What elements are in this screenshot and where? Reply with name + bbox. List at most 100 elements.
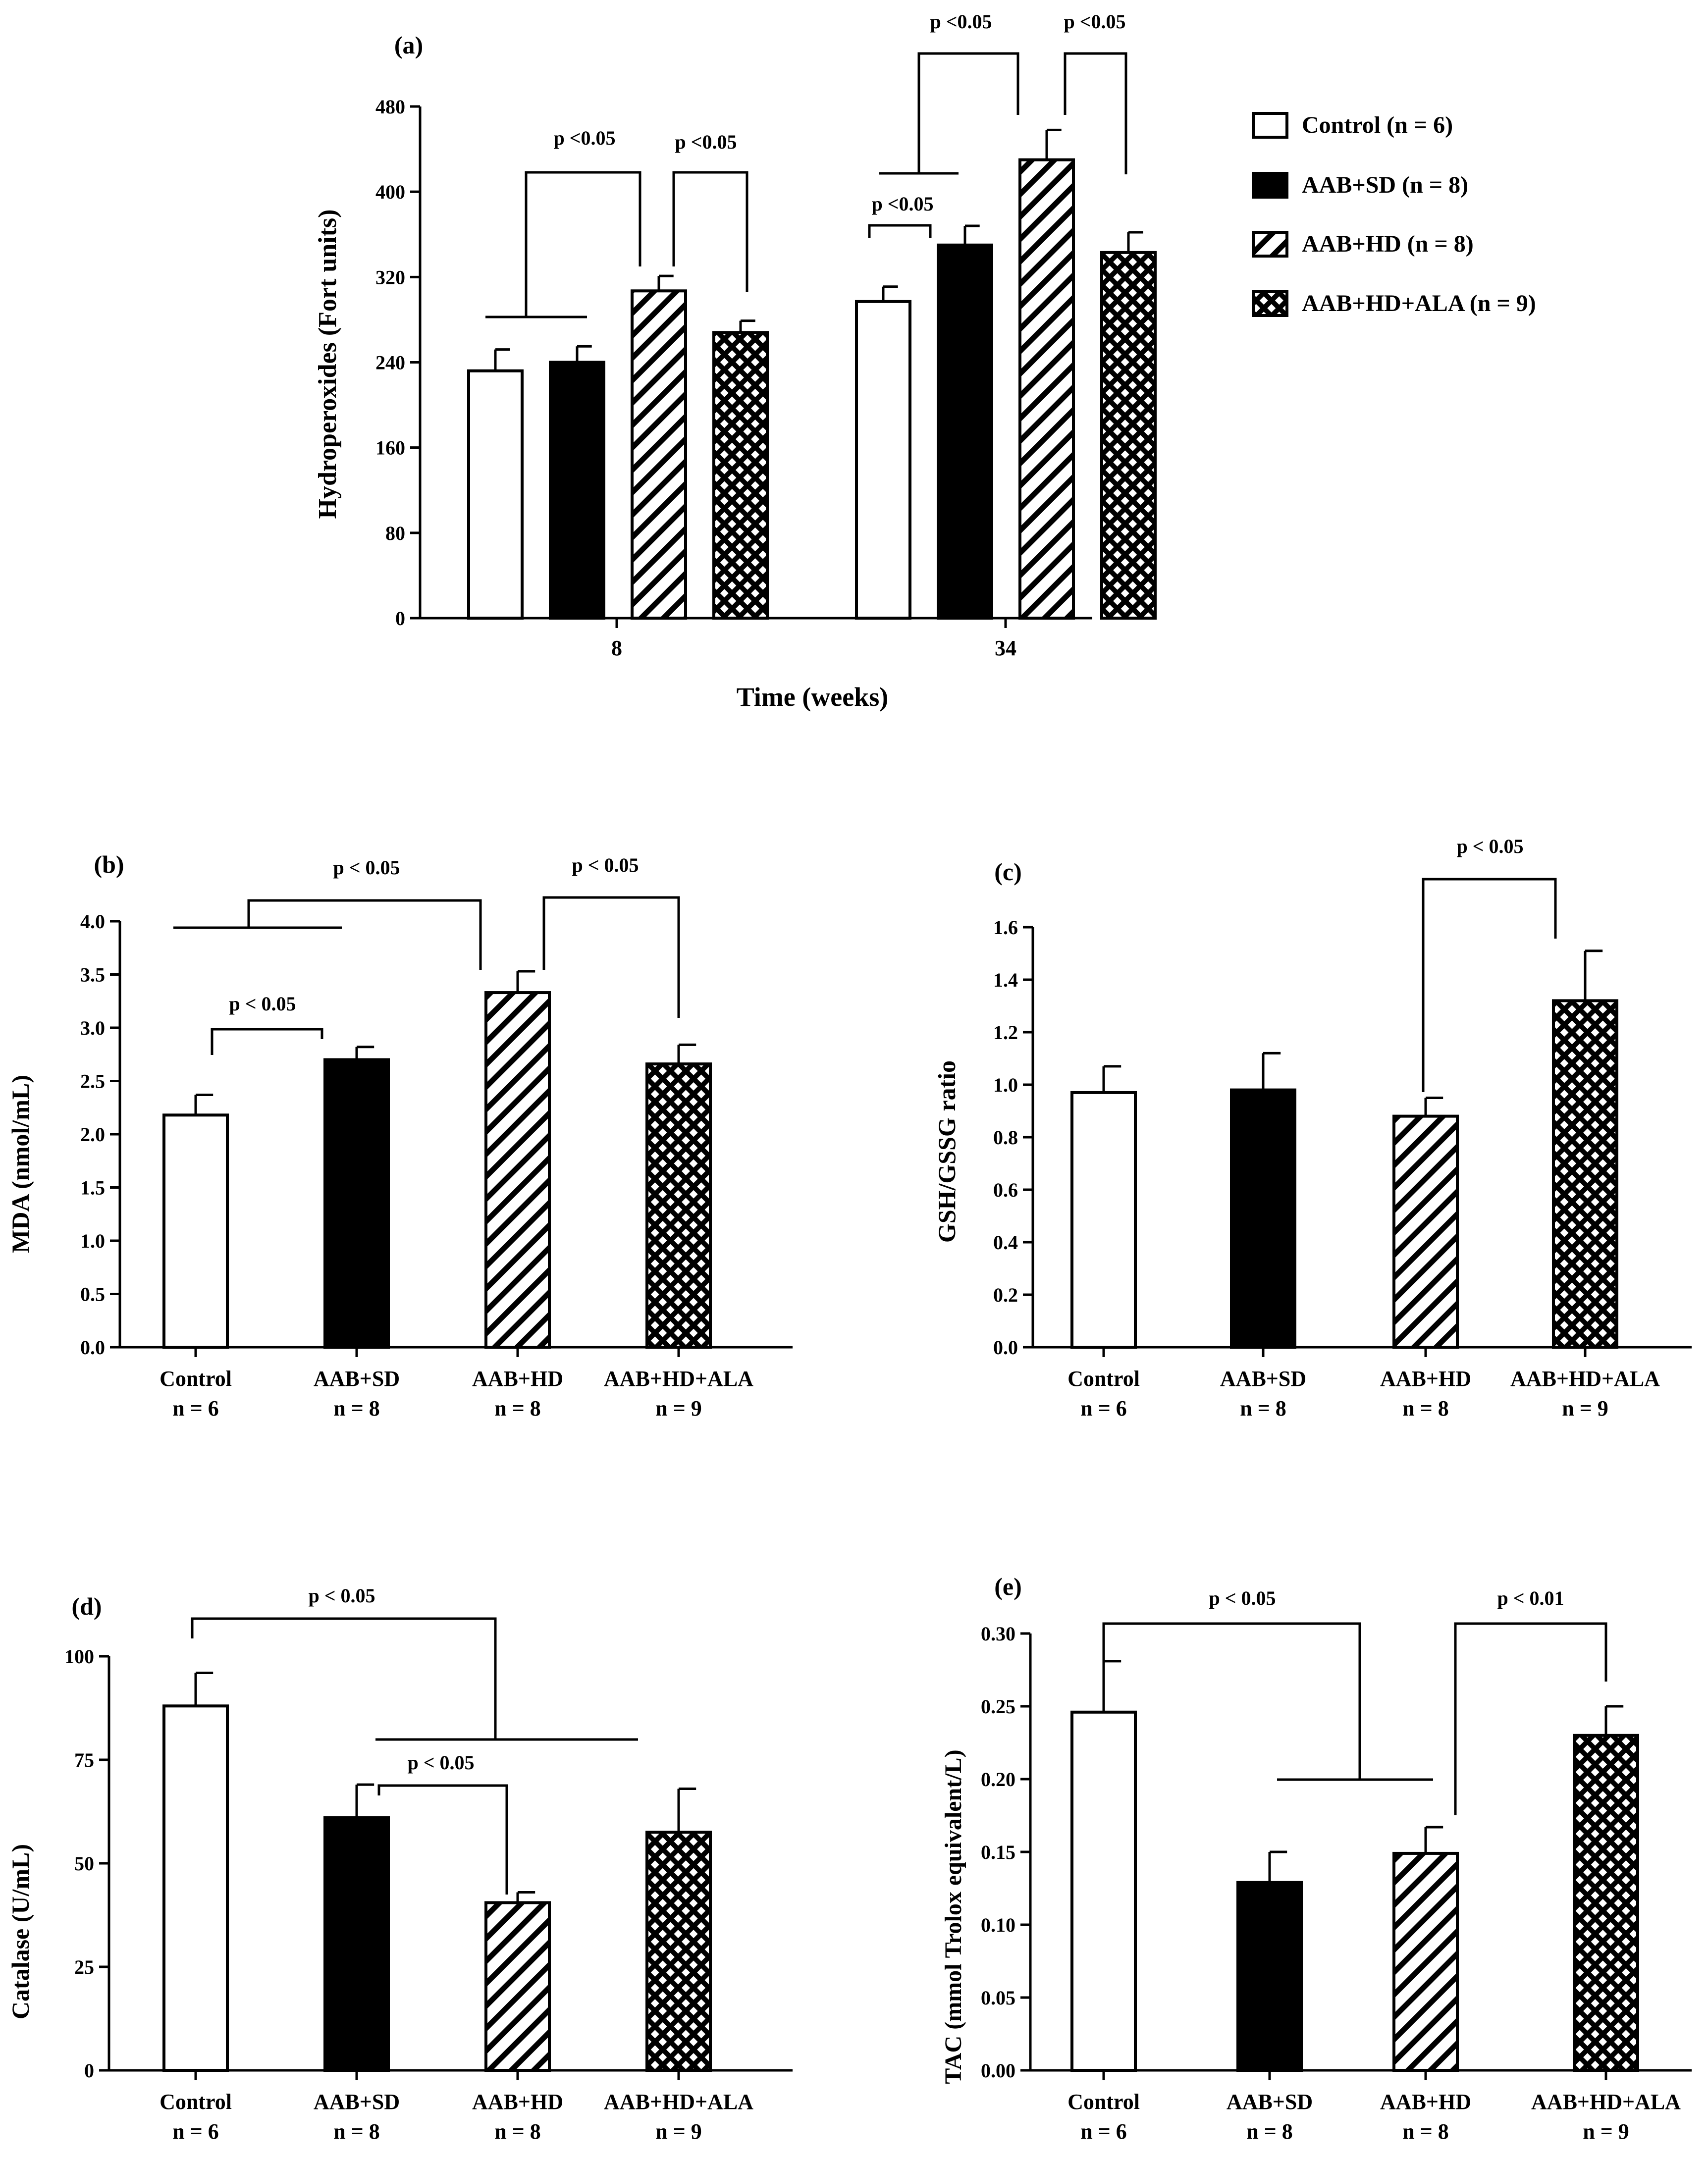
legend-swatch-aab-hd: [1252, 231, 1288, 258]
panel-a-annotation: p <0.05: [930, 10, 992, 33]
legend-swatch-control: [1252, 112, 1288, 139]
panel-c-bar: [1552, 999, 1618, 1349]
panel-e-y-tick-label: 0.25: [981, 1695, 1015, 1718]
panel-c-bar: [1070, 1091, 1137, 1349]
legend-swatch-aab-hd-ala: [1252, 290, 1288, 317]
panel-d-x-tick-label: AAB+HD+ALA: [604, 2090, 753, 2114]
panel-e-x-tick-label: AAB+HD+ALA: [1531, 2090, 1681, 2114]
panel-e-bar: [1392, 1851, 1459, 2072]
panel-c-bar: [1230, 1088, 1296, 1349]
panel-e-y-tick-label: 0.10: [981, 1914, 1015, 1936]
panel-d-x-tick-n: n = 6: [172, 2119, 219, 2144]
panel-c-y-tick-label: 1.4: [993, 969, 1018, 991]
panel-e-x-tick-n: n = 9: [1583, 2119, 1629, 2144]
panel-b-bracket: [211, 1028, 323, 1055]
panel-d-y-tick-label: 100: [64, 1645, 94, 1668]
chart-marks: 0 80 160 240 320 400 480 8 34 p <0.05 p <0.05 p <0.…: [64, 10, 1692, 2144]
panel-d-bar: [645, 1831, 712, 2072]
panel-b-y-tick-label: 3.0: [80, 1017, 105, 1039]
legend-label-aab-sd: AAB+SD (n = 8): [1302, 172, 1468, 198]
panel-b-ylabel: MDA (nmol/mL): [6, 1075, 34, 1253]
panel-a-annotation: p <0.05: [871, 193, 933, 215]
panel-e-y-tick-label: 0.30: [981, 1623, 1015, 1645]
panel-c-x-tick-n: n = 8: [1240, 1396, 1286, 1421]
panel-a-bracket: [868, 224, 932, 238]
panel-b-bar: [645, 1062, 712, 1349]
legend: Control (n = 6) AAB+SD (n = 8) AAB+HD (n…: [1252, 112, 1536, 317]
legend-swatch-aab-sd: [1252, 172, 1288, 199]
panel-a-bar: [467, 369, 524, 620]
panel-b-bracket: [542, 896, 680, 1018]
panel-c-label: (c): [994, 858, 1022, 886]
panel-b-x-tick-label: AAB+HD+ALA: [604, 1367, 753, 1391]
panel-d-x-tick-label: AAB+HD: [472, 2090, 563, 2114]
panel-c-y-tick-label: 1.6: [993, 916, 1018, 939]
panel-e-bracket: [1102, 1622, 1361, 1780]
panel-d-y-tick-label: 75: [74, 1749, 94, 1771]
panel-a-ylabel: Hydroperoxides (Fort units): [314, 210, 342, 519]
panel-a-bar: [937, 243, 993, 620]
panel-a-bar: [1018, 158, 1075, 620]
panel-a-bracket: [1064, 52, 1127, 174]
panel-b-y-tick-label: 0.5: [80, 1283, 105, 1306]
panel-d-x-tick-n: n = 9: [655, 2119, 702, 2144]
panel-e-bracket: [1454, 1622, 1607, 1815]
panel-c-x-tick-n: n = 8: [1402, 1396, 1449, 1421]
panel-c-x-tick-label: AAB+HD+ALA: [1510, 1367, 1660, 1391]
panel-b-y-tick-label: 0.0: [80, 1336, 105, 1359]
panel-a-y-tick-label: 0: [395, 607, 405, 630]
panel-a-y-tick-label: 240: [375, 352, 405, 374]
panel-e-x-tick-n: n = 8: [1402, 2119, 1449, 2144]
panel-e-y-tick-label: 0.20: [981, 1768, 1015, 1791]
panel-c-x-tick-label: AAB+HD: [1380, 1367, 1471, 1391]
panel-e-bar: [1070, 1710, 1137, 2072]
legend-label-aab-hd-ala: AAB+HD+ALA (n = 9): [1302, 290, 1536, 316]
panel-e-x-tick-n: n = 8: [1246, 2119, 1293, 2144]
panel-d-annotation: p < 0.05: [407, 1751, 474, 1774]
panel-e-y-tick-label: 0.00: [981, 2059, 1015, 2082]
panel-b-x-tick-n: n = 8: [494, 1396, 541, 1421]
panel-c-x-tick-n: n = 6: [1080, 1396, 1127, 1421]
panel-c-y-tick-label: 0.8: [993, 1126, 1018, 1149]
panel-c-x-tick-n: n = 9: [1562, 1396, 1608, 1421]
panel-a-x-tick-label: 8: [611, 636, 622, 660]
panel-a-y-tick-label: 320: [375, 266, 405, 288]
panel-a-y-tick-label: 480: [375, 96, 405, 118]
panel-d-bracket: [377, 1784, 508, 1895]
panel-b-y-tick-label: 3.5: [80, 964, 105, 986]
panel-b-bar: [162, 1113, 229, 1349]
panel-a-y-tick-label: 160: [375, 437, 405, 459]
panel-d-x-tick-n: n = 8: [494, 2119, 541, 2144]
panel-c-bar: [1392, 1114, 1459, 1349]
panel-c-bracket: [1422, 878, 1557, 1092]
panel-a-bar: [549, 361, 605, 620]
panel-b-bar: [484, 991, 551, 1349]
panel-a-bar: [1100, 251, 1157, 620]
panel-a-bracket: [525, 171, 641, 317]
panel-c-y-tick-label: 0.0: [993, 1336, 1018, 1359]
panel-d-ylabel: Catalase (U/mL): [6, 1844, 34, 2019]
panel-b-x-tick-label: AAB+HD: [472, 1367, 563, 1391]
panel-c-x-tick-label: Control: [1068, 1367, 1140, 1391]
panel-d-bracket: [191, 1617, 497, 1739]
panel-d-bar: [484, 1901, 551, 2072]
panel-a-bar: [712, 331, 769, 620]
panel-c-y-tick-label: 1.2: [993, 1021, 1018, 1044]
panel-d-y-tick-label: 25: [74, 1956, 94, 1978]
panel-b-y-tick-label: 1.0: [80, 1230, 105, 1252]
panel-b-x-tick-label: Control: [160, 1367, 232, 1391]
panel-e-bar: [1236, 1881, 1303, 2072]
panel-d-annotation: p < 0.05: [308, 1584, 375, 1607]
panel-c-annotation: p < 0.05: [1456, 835, 1523, 857]
panel-b-x-tick-label: AAB+SD: [314, 1367, 400, 1391]
panel-d-bar: [323, 1816, 390, 2072]
panel-c-y-tick-label: 1.0: [993, 1074, 1018, 1096]
panel-e-x-tick-n: n = 6: [1080, 2119, 1127, 2144]
panel-e-ylabel: TAC (mmol Trolox equivalent/L): [940, 1749, 966, 2084]
panel-b-y-tick-label: 4.0: [80, 910, 105, 933]
panel-d-y-tick-label: 50: [74, 1852, 94, 1875]
panel-e-label: (e): [994, 1573, 1022, 1600]
panel-a-y-tick-label: 400: [375, 181, 405, 203]
